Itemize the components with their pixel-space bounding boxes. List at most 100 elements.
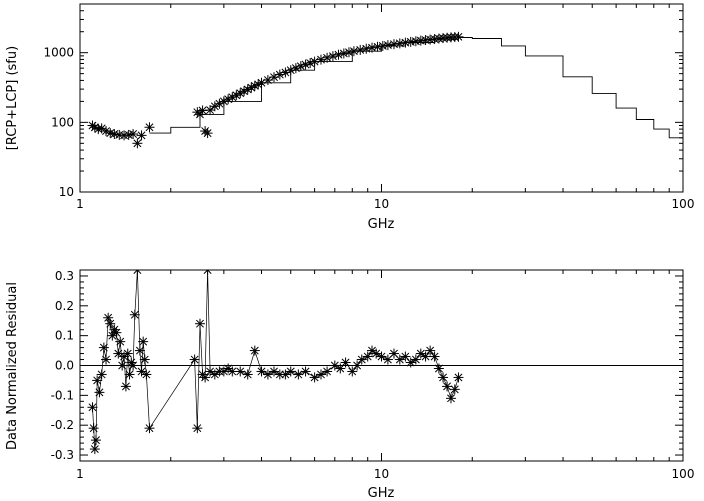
spectrum-data-point [309,56,320,67]
residual-data-point [410,354,421,365]
residual-data-point [139,354,150,365]
residual-data-point [433,363,444,374]
residual-data-point [96,369,107,380]
residual-data-point [105,318,116,329]
residual-data-points [87,270,464,455]
residual-data-point [134,345,145,356]
residual-x-tick-label: 100 [672,467,695,481]
residual-data-point [405,357,416,368]
spectrum-data-point [128,129,139,140]
spectrum-data-point [285,65,296,76]
spectrum-data-point [136,130,147,141]
residual-x-axis-label: GHz [368,486,395,501]
residual-data-point [235,366,246,377]
spectrum-data-point [327,51,338,62]
residual-data-point [89,444,100,455]
spectrum-x-tick-label: 1 [76,197,84,211]
residual-data-point [111,327,122,338]
residual-data-point [420,351,431,362]
spectrum-plot-frame [79,3,684,193]
residual-data-point [425,345,436,356]
residual-data-point [249,345,260,356]
residual-data-point [194,318,205,329]
residual-data-point [293,369,304,380]
residual-data-point [136,366,147,377]
residual-data-point [98,342,109,353]
spectrum-data-point [388,39,399,50]
residual-panel: 1 10 100 -0.3 -0.2 -0.1 0.0 0.1 0.2 0.3 GHz Data … [5,269,695,501]
spectrum-data-point [295,61,306,72]
residual-y-tick-label: 0.1 [55,329,74,343]
residual-data-point [192,423,203,434]
spectrum-data-point [410,36,421,47]
residual-data-point [126,357,137,368]
residual-data-point [442,381,453,392]
residual-data-point [122,348,133,359]
residual-data-point [120,381,131,392]
spectrum-data-points [87,31,464,149]
spectrum-y-axis-label: [RCP+LCP] (sfu) [5,46,20,150]
spectrum-data-point [132,138,143,149]
spectrum-data-point [316,54,327,65]
residual-data-point [242,369,253,380]
residual-data-point [115,336,126,347]
residual-data-point [92,375,103,386]
spectrum-data-point [400,37,411,48]
residual-data-point [382,354,393,365]
residual-data-point [438,372,449,383]
residual-data-point [415,348,426,359]
residual-data-point [202,270,213,275]
spectrum-data-point [202,128,213,139]
residual-data-point [189,354,200,365]
residual-data-point [209,369,220,380]
residual-data-point [309,372,320,383]
residual-data-point [449,384,460,395]
residual-data-point [329,360,340,371]
spectrum-x-axis-label: GHz [368,217,395,232]
spectrum-y-tick-label: 1000 [43,46,74,60]
model-spectrum-line-group [149,37,684,145]
spectrum-y-tick-label: 100 [51,115,74,129]
residual-x-tick-label: 1 [76,467,84,481]
spectrum-data-point [377,40,388,51]
residual-data-point [94,387,105,398]
spectrum-data-point [405,36,416,47]
residual-data-point [117,360,128,371]
residual-data-point [316,369,327,380]
residual-data-point [129,309,140,320]
residual-data-point [285,366,296,377]
residual-x-tick-label: 10 [374,467,389,481]
residual-data-point [347,366,358,377]
residual-data-point [394,354,405,365]
residual-data-point [124,369,135,380]
residual-data-point [101,354,112,365]
spectrum-data-point [372,41,383,52]
residual-data-point [280,369,291,380]
spectrum-data-point [109,129,120,140]
residual-data-point [128,360,139,371]
residual-data-point [205,366,216,377]
residual-data-point [109,324,120,335]
residual-y-tick-label: -0.1 [51,388,74,402]
spectrum-data-point [355,44,366,55]
residual-data-point [445,393,456,404]
residual-y-tick-label: 0.2 [55,299,74,313]
residual-ticks: 1 10 100 -0.3 -0.2 -0.1 0.0 0.1 0.2 0.3 [51,269,695,481]
residual-y-tick-label: -0.3 [51,448,74,462]
spectrum-data-point [322,52,333,63]
residual-data-point [132,270,143,275]
residual-data-point [362,351,373,362]
residual-data-point [356,354,367,365]
spectrum-data-point [333,49,344,60]
residual-y-tick-label: 0.3 [55,269,74,283]
residual-data-point [429,351,440,362]
residual-data-point [200,372,211,383]
residual-data-point [91,435,102,446]
residual-data-point [88,423,99,434]
residual-data-point [322,366,333,377]
residual-y-tick-label: 0.0 [55,359,74,373]
residual-data-point [138,336,149,347]
